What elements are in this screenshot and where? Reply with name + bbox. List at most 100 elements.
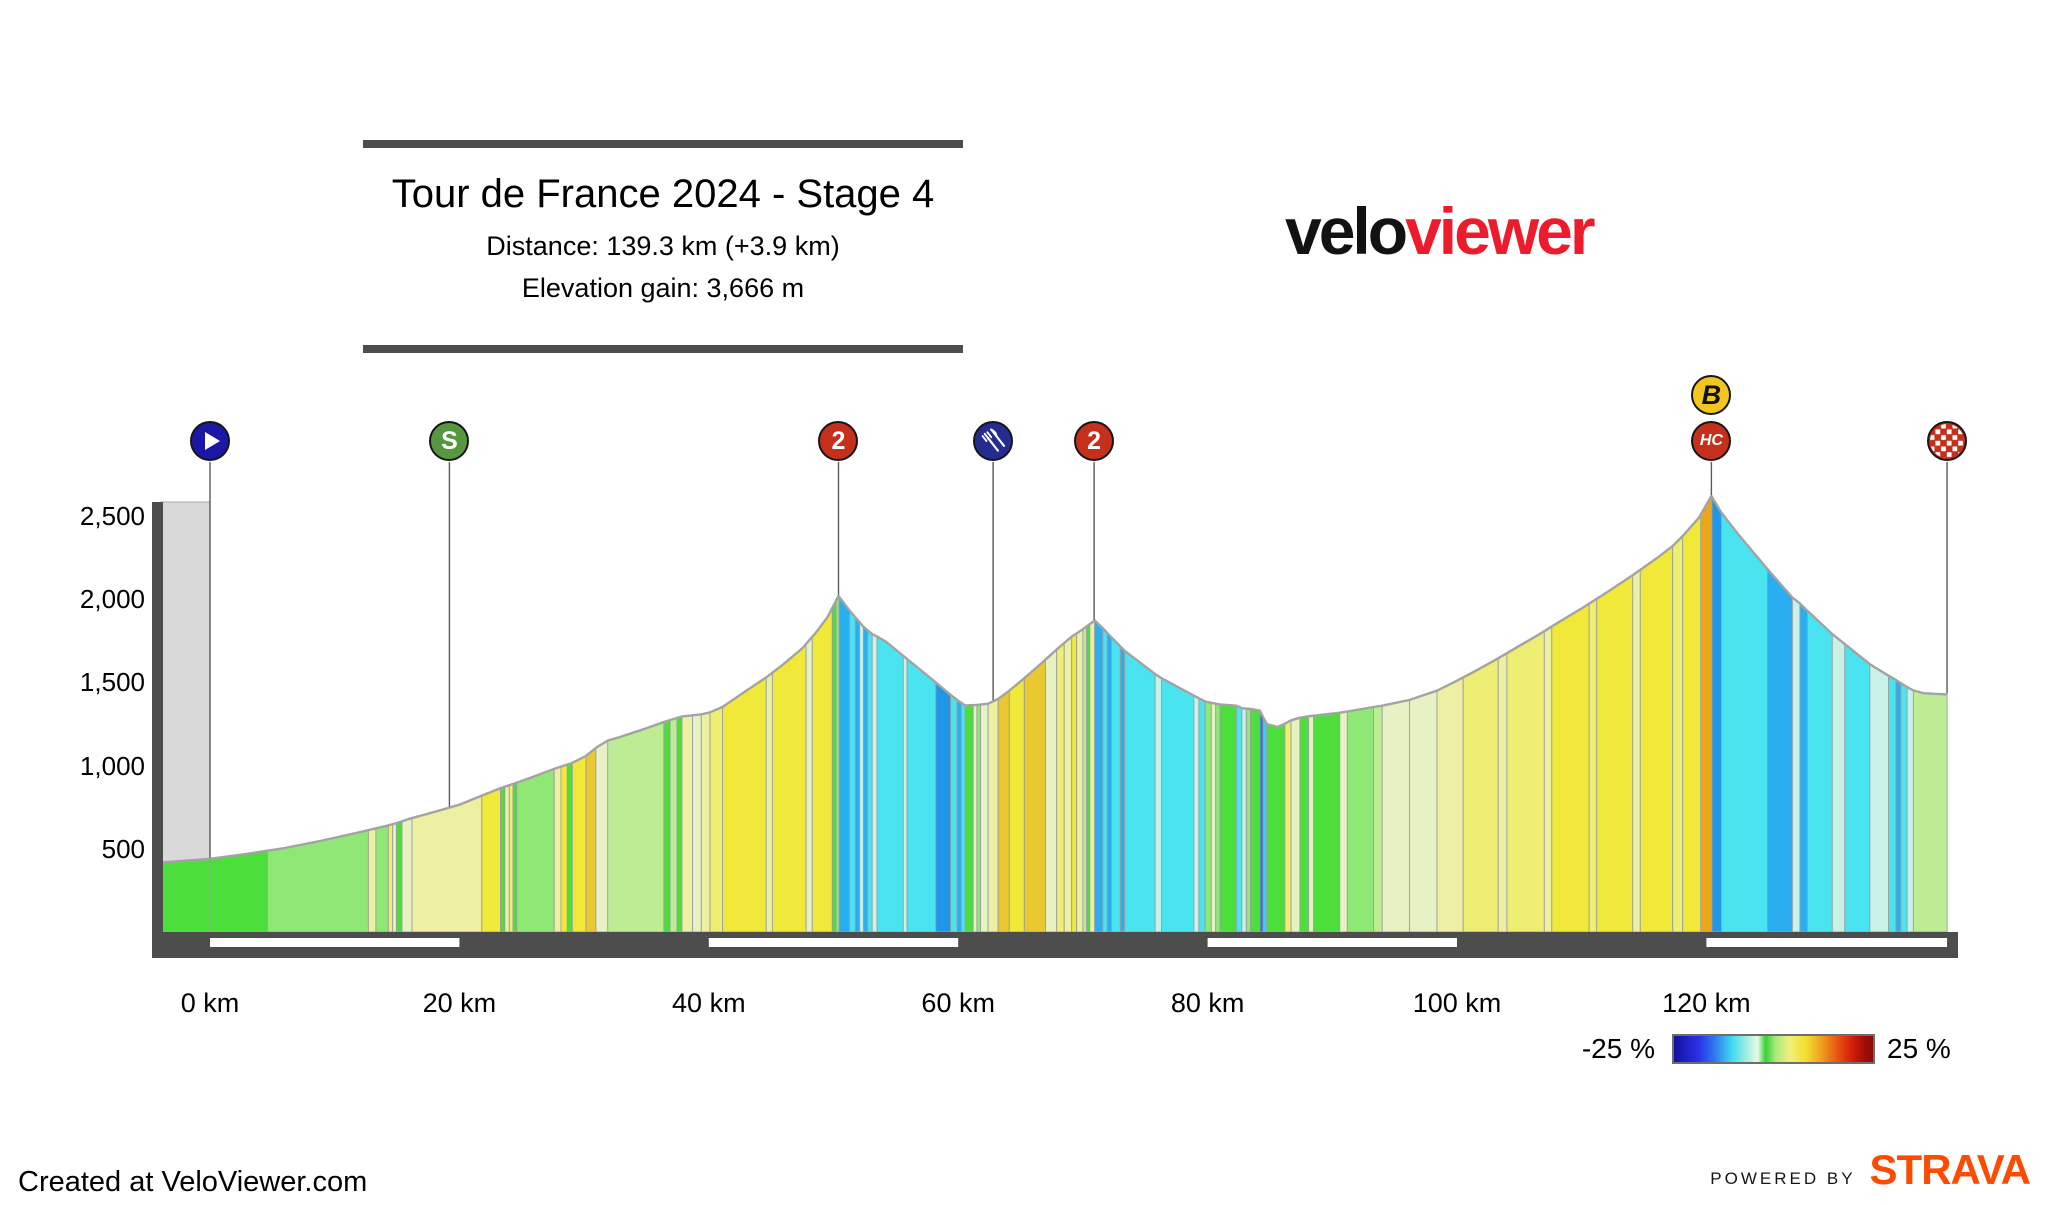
gradient-segment bbox=[1102, 627, 1108, 933]
gradient-segment bbox=[1299, 715, 1310, 933]
gradient-segment bbox=[395, 820, 403, 933]
gradient-segment bbox=[595, 739, 609, 933]
gradient-segment bbox=[849, 609, 856, 933]
gradient-segment bbox=[209, 850, 268, 933]
gradient-segment bbox=[976, 703, 982, 933]
gradient-segment bbox=[508, 783, 514, 933]
gradient-segment bbox=[950, 693, 958, 933]
gradient-segment bbox=[902, 654, 908, 933]
gradient-segment bbox=[867, 629, 873, 933]
credit-text: Created at VeloViewer.com bbox=[18, 1166, 368, 1198]
gradient-segment bbox=[1844, 643, 1871, 933]
gradient-segment bbox=[1912, 689, 1948, 933]
gradient-segment bbox=[835, 595, 840, 933]
gradient-segment bbox=[1219, 703, 1237, 933]
y-axis-tick: 2,000 bbox=[79, 584, 145, 615]
gradient-segment bbox=[1895, 679, 1902, 933]
gradient-segment bbox=[771, 642, 807, 933]
gradient-segment bbox=[1308, 715, 1315, 933]
play-icon bbox=[204, 432, 220, 450]
gradient-segment bbox=[387, 823, 394, 933]
gradient-segment bbox=[838, 595, 851, 933]
y-axis-tick: 1,000 bbox=[79, 750, 145, 781]
veloviewer-logo: veloviewer bbox=[1285, 198, 1596, 264]
x-axis-tick: 20 km bbox=[422, 988, 497, 1018]
gradient-segment bbox=[676, 715, 683, 933]
gradient-segment bbox=[1250, 708, 1261, 933]
marker-label: S bbox=[441, 426, 458, 455]
gradient-segment bbox=[960, 701, 966, 933]
gradient-segment bbox=[1596, 574, 1634, 933]
gradient-segment bbox=[1154, 673, 1162, 933]
gradient-segment bbox=[1906, 686, 1914, 933]
gradient-segment bbox=[607, 721, 665, 933]
gradient-segment bbox=[401, 817, 413, 933]
gradient-segment bbox=[1900, 682, 1908, 933]
gradient-segment bbox=[987, 698, 999, 933]
gradient-segment bbox=[1588, 598, 1598, 933]
gradient-segment bbox=[500, 785, 506, 933]
marker-neutral-start bbox=[190, 421, 230, 461]
gradient-segment bbox=[1204, 700, 1212, 933]
x-axis-tick: 100 km bbox=[1412, 988, 1502, 1018]
stage-distance: Distance: 139.3 km (+3.9 km) bbox=[486, 231, 840, 261]
gradient-segment bbox=[722, 676, 767, 933]
marker-feed-zone bbox=[973, 421, 1014, 461]
gradient-segment bbox=[1313, 712, 1341, 933]
gradient-segment bbox=[1063, 635, 1073, 933]
gradient-segment bbox=[1672, 534, 1684, 933]
gradient-segment bbox=[504, 784, 510, 933]
gradient-segment bbox=[1436, 676, 1464, 933]
gradient-segment bbox=[980, 703, 989, 933]
gradient-segment bbox=[1210, 702, 1217, 933]
gradient-segment bbox=[956, 698, 962, 933]
y-axis-tick: 500 bbox=[101, 833, 145, 864]
profile-surface-line bbox=[161, 493, 1948, 864]
gradient-segment bbox=[1161, 677, 1195, 933]
gradient-segment bbox=[1806, 609, 1833, 933]
gradient-segment bbox=[964, 704, 974, 933]
gradient-segment bbox=[1551, 602, 1590, 933]
gradient-segment bbox=[1888, 674, 1897, 933]
gradient-segment bbox=[862, 625, 869, 933]
gradient-segment bbox=[669, 717, 678, 933]
gradient-segment bbox=[1284, 719, 1292, 933]
x-axis-white-stripe bbox=[210, 938, 460, 947]
powered-by-label: POWERED BY bbox=[1710, 1169, 1856, 1188]
gradient-segment bbox=[1462, 657, 1499, 933]
checkered-flag-icon bbox=[1930, 423, 1965, 459]
gradient-segment bbox=[367, 827, 377, 933]
gradient-segment bbox=[1045, 648, 1058, 933]
gradient-segment bbox=[1767, 568, 1793, 933]
marker-label: B bbox=[1701, 379, 1722, 410]
gradient-segment bbox=[906, 658, 937, 933]
gradient-segment bbox=[1198, 697, 1206, 933]
gradient-segment bbox=[871, 633, 878, 933]
gradient-segment bbox=[1262, 717, 1268, 933]
gradient-segment bbox=[1682, 512, 1702, 933]
gradient-segment bbox=[1094, 619, 1104, 933]
gradient-segment bbox=[1799, 602, 1808, 933]
gradient-segment bbox=[1056, 642, 1065, 933]
gradient-segment bbox=[571, 755, 587, 933]
gradient-segment bbox=[1086, 623, 1091, 933]
gradient-segment bbox=[1381, 699, 1411, 933]
gradient-segment bbox=[1791, 596, 1801, 933]
gradient-segment bbox=[1111, 636, 1121, 933]
gradient-segment bbox=[1241, 707, 1247, 933]
gradient-segment bbox=[1497, 652, 1508, 933]
x-axis-white-stripe bbox=[1207, 938, 1457, 947]
gradient-segment bbox=[709, 706, 723, 933]
gradient-segment bbox=[700, 711, 711, 933]
gradient-segment bbox=[935, 681, 952, 933]
gradient-segment bbox=[876, 635, 904, 933]
gradient-segment bbox=[663, 719, 671, 933]
fork-knife-icon bbox=[981, 428, 1006, 452]
legend-max-label: 25 % bbox=[1887, 1033, 1951, 1064]
gradient-segment bbox=[1008, 677, 1025, 933]
gradient-segment bbox=[859, 621, 864, 933]
gradient-segment bbox=[392, 822, 397, 933]
marker-label: 2 bbox=[831, 426, 846, 455]
gradient-segment bbox=[1700, 495, 1713, 933]
